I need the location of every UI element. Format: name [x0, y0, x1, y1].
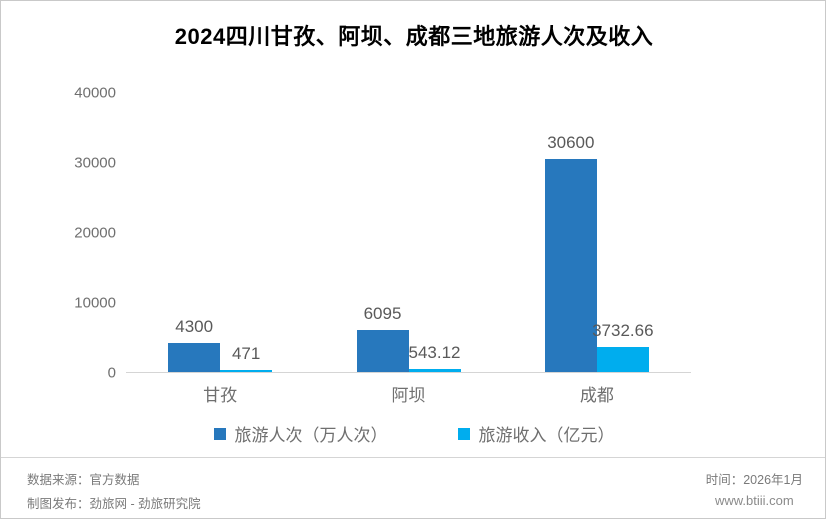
footer-site: www.btiii.com — [714, 493, 794, 508]
legend-entry[interactable]: 旅游收入（亿元） — [457, 421, 615, 446]
x-axis-baseline — [126, 372, 691, 373]
chart-footer: 数据来源：官方数据 制图发布：劲旅网 - 劲旅研究院 时间：2026年1月 ww… — [1, 463, 825, 518]
y-tick-label: 40000 — [74, 84, 116, 102]
bar-value-label: 3732.66 — [592, 320, 654, 340]
bar-group: 6095 543.12 — [356, 93, 461, 373]
bar[interactable] — [544, 158, 597, 373]
legend-label: 旅游收入（亿元） — [478, 426, 615, 445]
footer-date: 时间：2026年1月 — [705, 473, 803, 487]
legend-entry[interactable]: 旅游人次（万人次） — [213, 421, 388, 446]
bar-value-label: 471 — [231, 343, 261, 363]
footer-right: 时间：2026年1月 www.btiii.com — [706, 469, 803, 508]
category-label: 甘孜 — [203, 386, 238, 405]
bar-group: 4300 471 — [168, 93, 273, 373]
legend-label: 旅游人次（万人次） — [234, 426, 388, 445]
y-tick-label: 30000 — [74, 154, 116, 172]
category-label: 成都 — [579, 386, 614, 405]
footer-divider — [1, 457, 825, 458]
bar[interactable] — [596, 346, 649, 373]
y-tick-label: 20000 — [74, 224, 116, 242]
bar-value-label: 6095 — [363, 304, 402, 324]
bar-value-label: 543.12 — [408, 343, 461, 363]
category-label: 阿坝 — [391, 386, 426, 405]
chart-title: 2024四川甘孜、阿坝、成都三地旅游人次及收入 — [174, 24, 654, 49]
footer-left: 数据来源：官方数据 制图发布：劲旅网 - 劲旅研究院 — [27, 469, 201, 512]
bar[interactable] — [168, 342, 221, 373]
y-tick-label: 10000 — [74, 294, 116, 312]
chart-legend: 旅游人次（万人次） 旅游收入（亿元） — [1, 421, 825, 446]
bar[interactable] — [356, 330, 409, 373]
legend-swatch-icon — [457, 427, 470, 440]
footer-source: 数据来源：官方数据 — [27, 473, 140, 487]
bar[interactable] — [408, 369, 461, 373]
bar-value-label: 4300 — [175, 316, 214, 336]
bar-value-label: 30600 — [547, 132, 595, 152]
plot-area: 0 10000 20000 30000 40000 4300 471 6095 543.12 3… — [74, 85, 691, 405]
bar-group: 30600 3732.66 — [544, 93, 654, 373]
footer-publisher: 制图发布：劲旅网 - 劲旅研究院 — [27, 497, 201, 511]
bar[interactable] — [220, 369, 273, 373]
y-tick-label: 0 — [107, 364, 116, 382]
legend-swatch-icon — [213, 427, 226, 440]
